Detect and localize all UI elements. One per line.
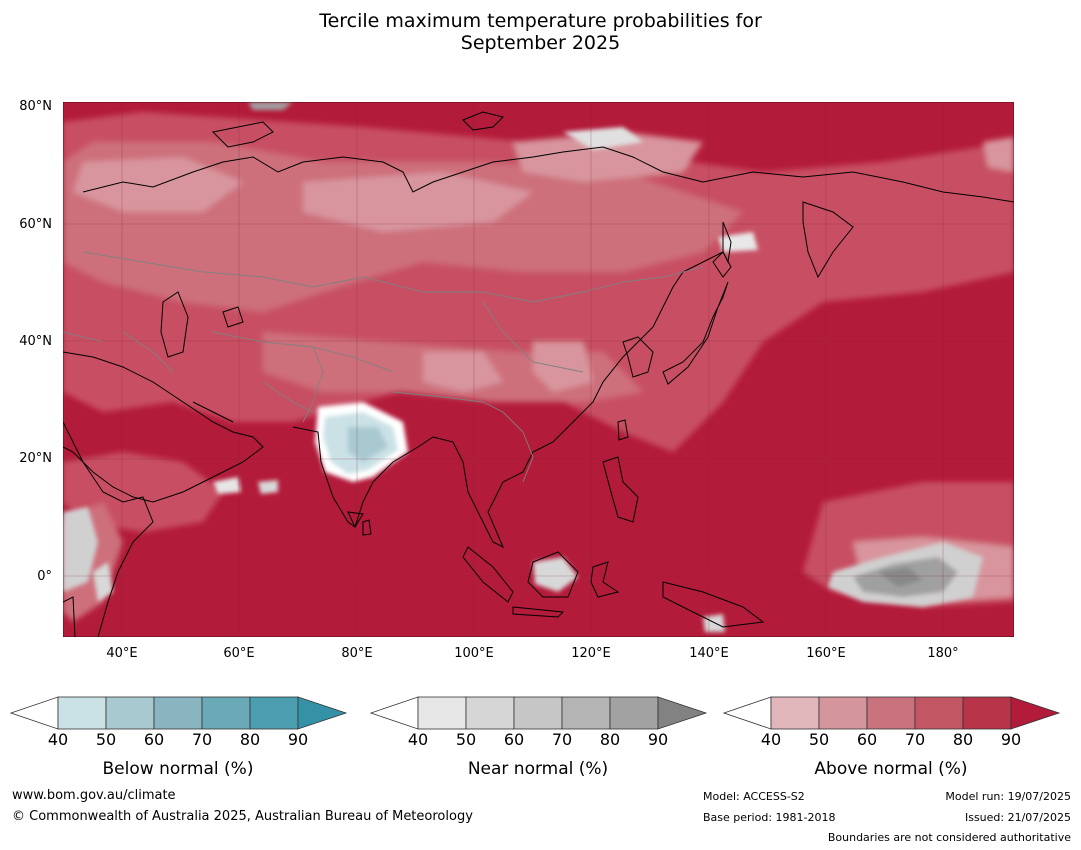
- above-tick-70: 70: [904, 730, 926, 749]
- near-normal-and-below-normal-areas: [63, 102, 983, 632]
- footer-model: Model: ACCESS-S2: [703, 790, 805, 803]
- below-tick-70: 70: [191, 730, 213, 749]
- colorbar-above-normal: 40 50 60 70 80 90: [723, 696, 1063, 756]
- lon-label-180: 180°: [927, 646, 959, 661]
- lat-label-40n: 40°N: [19, 334, 52, 349]
- lat-label-0: 0°: [37, 569, 52, 584]
- near-tick-60: 60: [503, 730, 525, 749]
- above-tick-50: 50: [808, 730, 830, 749]
- colorbar-below-normal-title: Below normal (%): [102, 759, 254, 779]
- footer-base-period: Base period: 1981-2018: [703, 811, 836, 824]
- lon-label-100e: 100°E: [454, 646, 494, 661]
- lon-label-140e: 140°E: [689, 646, 729, 661]
- footer-copyright: © Commonwealth of Australia 2025, Austra…: [12, 809, 473, 824]
- above-tick-80: 80: [952, 730, 974, 749]
- near-tick-50: 50: [455, 730, 477, 749]
- colorbar-below-normal: 40 50 60 70 80 90: [10, 696, 350, 756]
- lon-label-60e: 60°E: [223, 646, 255, 661]
- below-tick-60: 60: [143, 730, 165, 749]
- map-svg: [62, 101, 1015, 638]
- near-tick-80: 80: [599, 730, 621, 749]
- chart-title: Tercile maximum temperature probabilitie…: [0, 10, 1081, 54]
- near-tick-40: 40: [407, 730, 429, 749]
- title-line-1: Tercile maximum temperature probabilitie…: [319, 10, 762, 32]
- colorbar-above-normal-title: Above normal (%): [814, 759, 968, 779]
- lon-label-80e: 80°E: [341, 646, 373, 661]
- footer-url[interactable]: www.bom.gov.au/climate: [12, 788, 176, 803]
- below-tick-50: 50: [95, 730, 117, 749]
- footer-disclaimer: Boundaries are not considered authoritat…: [827, 831, 1071, 844]
- below-tick-40: 40: [47, 730, 69, 749]
- colorbar-near-normal-swatches: [370, 696, 708, 730]
- colorbar-near-normal-title: Near normal (%): [467, 759, 609, 779]
- lon-label-120e: 120°E: [571, 646, 611, 661]
- title-line-2: September 2025: [460, 32, 621, 54]
- below-tick-80: 80: [239, 730, 261, 749]
- colorbar-below-normal-swatches: [10, 696, 348, 730]
- colorbar-near-normal: 40 50 60 70 80 90: [370, 696, 710, 756]
- colorbar-above-normal-swatches: [723, 696, 1061, 730]
- probability-map: [62, 101, 1015, 638]
- lat-label-80n: 80°N: [19, 99, 52, 114]
- lat-label-60n: 60°N: [19, 217, 52, 232]
- footer-model-run: Model run: 19/07/2025: [945, 790, 1071, 803]
- above-tick-40: 40: [760, 730, 782, 749]
- above-tick-60: 60: [856, 730, 878, 749]
- lon-label-40e: 40°E: [106, 646, 138, 661]
- lat-label-20n: 20°N: [19, 451, 52, 466]
- above-tick-90: 90: [1000, 730, 1022, 749]
- near-tick-70: 70: [551, 730, 573, 749]
- near-tick-90: 90: [647, 730, 669, 749]
- lon-label-160e: 160°E: [806, 646, 846, 661]
- below-tick-90: 90: [287, 730, 309, 749]
- coastlines: [62, 111, 1015, 638]
- borders: [62, 251, 704, 483]
- footer-issued: Issued: 21/07/2025: [964, 811, 1071, 824]
